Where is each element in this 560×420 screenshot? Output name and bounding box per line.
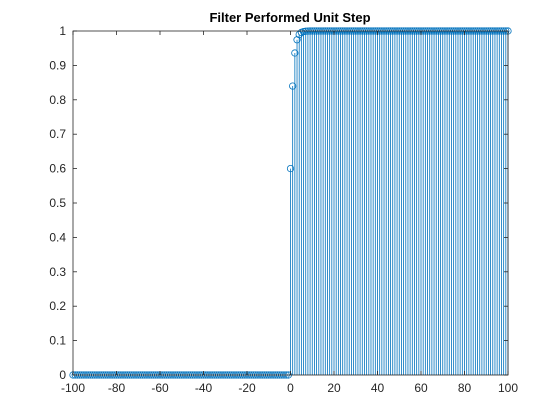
y-tick-label: 0.9	[49, 58, 66, 72]
y-tick-label: 0.8	[49, 93, 66, 107]
stem-series	[69, 27, 512, 379]
stem-marker	[289, 82, 297, 90]
stem-marker	[291, 49, 299, 57]
y-tick-label: 0.4	[49, 230, 66, 244]
x-tick-label: 60	[414, 381, 428, 395]
y-tick-label: 0	[59, 368, 66, 382]
x-tick-label: -60	[151, 381, 169, 395]
x-tick-label: -20	[238, 381, 256, 395]
y-tick-label: 0.2	[49, 299, 66, 313]
x-tick-label: -100	[61, 381, 85, 395]
y-tick-label: 1	[59, 24, 66, 38]
y-tick-label: 0.1	[49, 334, 66, 348]
stem-marker	[286, 165, 295, 173]
chart-title: Filter Performed Unit Step	[209, 10, 370, 25]
x-tick-label: -80	[108, 381, 126, 395]
x-tick-label: -40	[195, 381, 213, 395]
x-tick-label: 0	[287, 381, 294, 395]
x-tick-label: 20	[327, 381, 341, 395]
y-tick-label: 0.3	[49, 265, 66, 279]
y-tick-label: 0.7	[49, 127, 66, 141]
y-tick-label: 0.5	[49, 196, 66, 210]
x-tick-label: 100	[498, 381, 518, 395]
y-tick-label: 0.6	[49, 162, 66, 176]
x-tick-label: 40	[371, 381, 385, 395]
x-tick-label: 80	[458, 381, 472, 395]
axes: -100 -80 -60 -40 -20 0 20 40 60 80 100 0 0.1 0.2 0.3 0.…	[49, 24, 518, 395]
